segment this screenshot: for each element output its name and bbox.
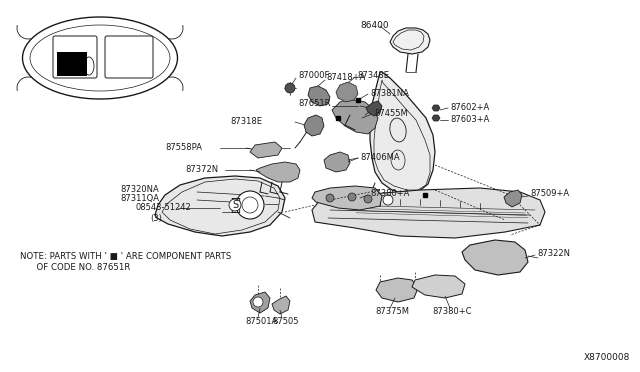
Text: 87322N: 87322N <box>537 248 570 257</box>
Text: NOTE: PARTS WITH ' ■ ' ARE COMPONENT PARTS: NOTE: PARTS WITH ' ■ ' ARE COMPONENT PAR… <box>20 252 231 261</box>
Circle shape <box>236 191 264 219</box>
Polygon shape <box>308 86 330 106</box>
Text: 87372N: 87372N <box>185 166 218 174</box>
Polygon shape <box>312 188 545 238</box>
Text: 87348E: 87348E <box>357 71 389 80</box>
Text: 87375M: 87375M <box>375 308 409 317</box>
Polygon shape <box>332 100 378 134</box>
Text: 87651R: 87651R <box>298 99 330 109</box>
Text: 87380+A: 87380+A <box>370 189 410 198</box>
Text: S: S <box>232 200 238 210</box>
Polygon shape <box>376 278 418 302</box>
FancyBboxPatch shape <box>57 52 87 76</box>
Circle shape <box>364 195 372 203</box>
Polygon shape <box>504 190 522 207</box>
Polygon shape <box>324 152 350 172</box>
Polygon shape <box>390 28 430 54</box>
Text: OF CODE NO. 87651R: OF CODE NO. 87651R <box>20 263 131 272</box>
Polygon shape <box>250 142 282 158</box>
Circle shape <box>348 193 356 201</box>
Text: X8700008: X8700008 <box>584 353 630 362</box>
Text: 87603+A: 87603+A <box>450 115 490 124</box>
Text: 87381NA: 87381NA <box>370 89 409 97</box>
Text: 87509+A: 87509+A <box>530 189 569 199</box>
Polygon shape <box>366 101 382 116</box>
Circle shape <box>253 297 263 307</box>
Text: 08543-51242: 08543-51242 <box>135 203 191 212</box>
Polygon shape <box>432 105 440 111</box>
Polygon shape <box>336 82 358 102</box>
Text: 87505: 87505 <box>272 317 298 327</box>
Text: 87311QA: 87311QA <box>120 193 159 202</box>
Text: 87000F: 87000F <box>298 71 330 80</box>
Text: 87318E: 87318E <box>230 116 262 125</box>
Polygon shape <box>304 115 324 136</box>
Polygon shape <box>412 275 465 298</box>
Polygon shape <box>272 296 290 314</box>
Polygon shape <box>256 162 300 182</box>
Polygon shape <box>155 176 285 236</box>
Circle shape <box>383 195 393 205</box>
Circle shape <box>285 83 295 93</box>
Text: 87380+C: 87380+C <box>432 308 472 317</box>
Text: 87455M: 87455M <box>374 109 408 118</box>
Text: 87602+A: 87602+A <box>450 103 489 112</box>
Text: 87418+A: 87418+A <box>326 74 365 83</box>
Text: 86400: 86400 <box>360 20 388 29</box>
Polygon shape <box>370 72 435 194</box>
Text: 87558PA: 87558PA <box>165 144 202 153</box>
Text: (3): (3) <box>150 214 162 222</box>
Text: 87501A: 87501A <box>245 317 277 327</box>
Polygon shape <box>250 292 270 313</box>
Text: 87406MA: 87406MA <box>360 153 399 161</box>
Text: Ⓢ: Ⓢ <box>230 196 240 214</box>
Polygon shape <box>432 115 440 121</box>
Circle shape <box>326 194 334 202</box>
Polygon shape <box>312 186 382 210</box>
Polygon shape <box>462 240 528 275</box>
Text: 87320NA: 87320NA <box>120 186 159 195</box>
